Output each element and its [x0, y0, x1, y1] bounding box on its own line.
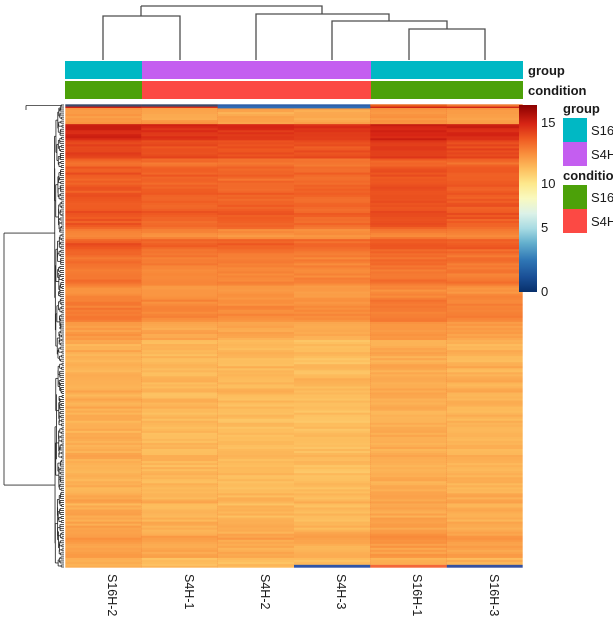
row-dendrogram: [3, 104, 64, 568]
colorbar-gradient: [519, 105, 537, 292]
legend-label-condition-s4h: S4H: [591, 214, 613, 229]
legend-swatch-condition-s4h: [563, 209, 587, 233]
colorbar-tick: 0: [541, 284, 548, 299]
legend-swatch-condition-s16h: [563, 185, 587, 209]
colorbar: 15 5 0: [519, 105, 555, 299]
column-labels: S16H-2 S4H-1 S4H-2 S4H-3 S16H-1 S16H-3: [105, 574, 501, 616]
legend-condition: condition S16H S4H: [563, 168, 613, 233]
legend-label-group-s4h: S4H: [591, 147, 613, 162]
legend-label-group-s16h: S16H: [591, 123, 613, 138]
legend-group: group S16H S4H: [563, 101, 613, 166]
annotation-label-group: group: [528, 63, 565, 78]
column-label: S16H-3: [487, 574, 501, 616]
annotation-row-group: [65, 61, 523, 79]
annotation-row-condition: [65, 81, 523, 99]
legend-title-group: group: [563, 101, 600, 116]
heatmap-border: [64, 103, 524, 569]
annotation-bars: [65, 61, 523, 99]
legend-label-condition-s16h: S16H: [591, 190, 613, 205]
column-label: S16H-2: [105, 574, 119, 616]
colorbar-tick: 10: [541, 176, 555, 191]
heatmap-body: [65, 104, 523, 568]
colorbar-tick: 15: [541, 115, 555, 130]
legend-swatch-group-s16h: [563, 118, 587, 142]
legend-swatch-group-s4h: [563, 142, 587, 166]
colorbar-tick: 5: [541, 220, 548, 235]
annotation-label-condition: condition: [528, 83, 587, 98]
column-label: S4H-1: [182, 574, 196, 609]
legend-title-condition: condition: [563, 168, 613, 183]
column-label: S4H-3: [334, 574, 348, 609]
column-dendrogram: [102, 5, 486, 60]
column-label: S4H-2: [258, 574, 272, 609]
column-label: S16H-1: [410, 574, 424, 616]
